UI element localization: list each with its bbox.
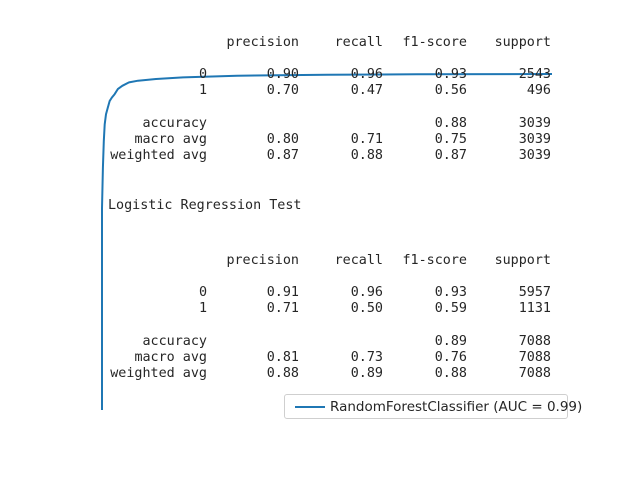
report-1-class-0-f1: 0.93 [435,285,467,300]
report-1-macro-avg-label: macro avg [134,350,207,365]
report-0-header-recall: recall [335,35,383,50]
report-1-weighted-avg-f1: 0.88 [435,366,467,381]
report-0-header-support: support [495,35,551,50]
report-0-macro-avg-label: macro avg [134,132,207,147]
report-0-macro-avg-precision: 0.80 [267,132,299,147]
report-1-macro-avg-precision: 0.81 [267,350,299,365]
report-0-accuracy-value: 0.88 [435,116,467,131]
report-0-class-0-support: 2543 [519,67,551,82]
report-1-accuracy-support: 7088 [519,334,551,349]
report-0-weighted-avg-f1: 0.87 [435,148,467,163]
report-0-macro-avg-recall: 0.71 [351,132,383,147]
report-1-accuracy-value: 0.89 [435,334,467,349]
report-0-class-0-recall: 0.96 [351,67,383,82]
classification-report-text: Logistic Regression Test precision recall… [108,35,551,381]
report-1-macro-avg-support: 7088 [519,350,551,365]
report-1-weighted-avg-precision: 0.88 [267,366,299,381]
report-1-weighted-avg-label: weighted avg [110,366,207,381]
report-0-weighted-avg-precision: 0.87 [267,148,299,163]
report-0-class-1-recall: 0.47 [351,83,383,98]
report-1-class-0-precision: 0.91 [267,285,299,300]
report-1-class-1-recall: 0.50 [351,301,383,316]
chart-legend: RandomForestClassifier (AUC = 0.99) [284,394,582,419]
report-0-class-1-support: 496 [527,83,551,98]
report-1-macro-avg-recall: 0.73 [351,350,383,365]
legend-swatch-line [295,406,325,408]
report-1-class-0-recall: 0.96 [351,285,383,300]
report-0-class-0-f1: 0.93 [435,67,467,82]
report-1-weighted-avg-recall: 0.89 [351,366,383,381]
report-0-class-1-f1: 0.56 [435,83,467,98]
report-0-class-0-precision: 0.90 [267,67,299,82]
report-1-class-1-support: 1131 [519,301,551,316]
report-1-weighted-avg-support: 7088 [519,366,551,381]
report-1-header-f1: f1-score [403,253,468,268]
report-0-accuracy-label: accuracy [143,116,208,131]
report-heading-logistic: Logistic Regression Test [108,198,301,213]
report-0-weighted-avg-label: weighted avg [110,148,207,163]
report-0-weighted-avg-support: 3039 [519,148,551,163]
legend-entry-randomforest: RandomForestClassifier (AUC = 0.99) [330,399,583,415]
report-0-header-f1: f1-score [403,35,468,50]
report-0-macro-avg-support: 3039 [519,132,551,147]
report-1-header-support: support [495,253,551,268]
report-0-class-0-label: 0 [199,67,207,82]
report-1-class-1-precision: 0.71 [267,301,299,316]
report-1-header-recall: recall [335,253,383,268]
report-1-header-precision: precision [226,253,299,268]
report-0-class-1-label: 1 [199,83,207,98]
report-1-class-0-support: 5957 [519,285,551,300]
report-1-class-1-f1: 0.59 [435,301,467,316]
report-0-class-1-precision: 0.70 [267,83,299,98]
report-1-class-1-label: 1 [199,301,207,316]
roc-curve-line-0 [101,73,553,410]
report-1-accuracy-label: accuracy [143,334,208,349]
report-0-header-precision: precision [226,35,299,50]
report-1-class-0-label: 0 [199,285,207,300]
report-0-accuracy-support: 3039 [519,116,551,131]
plot-area [101,73,553,410]
report-0-macro-avg-f1: 0.75 [435,132,467,147]
report-0-weighted-avg-recall: 0.88 [351,148,383,163]
report-1-macro-avg-f1: 0.76 [435,350,467,365]
